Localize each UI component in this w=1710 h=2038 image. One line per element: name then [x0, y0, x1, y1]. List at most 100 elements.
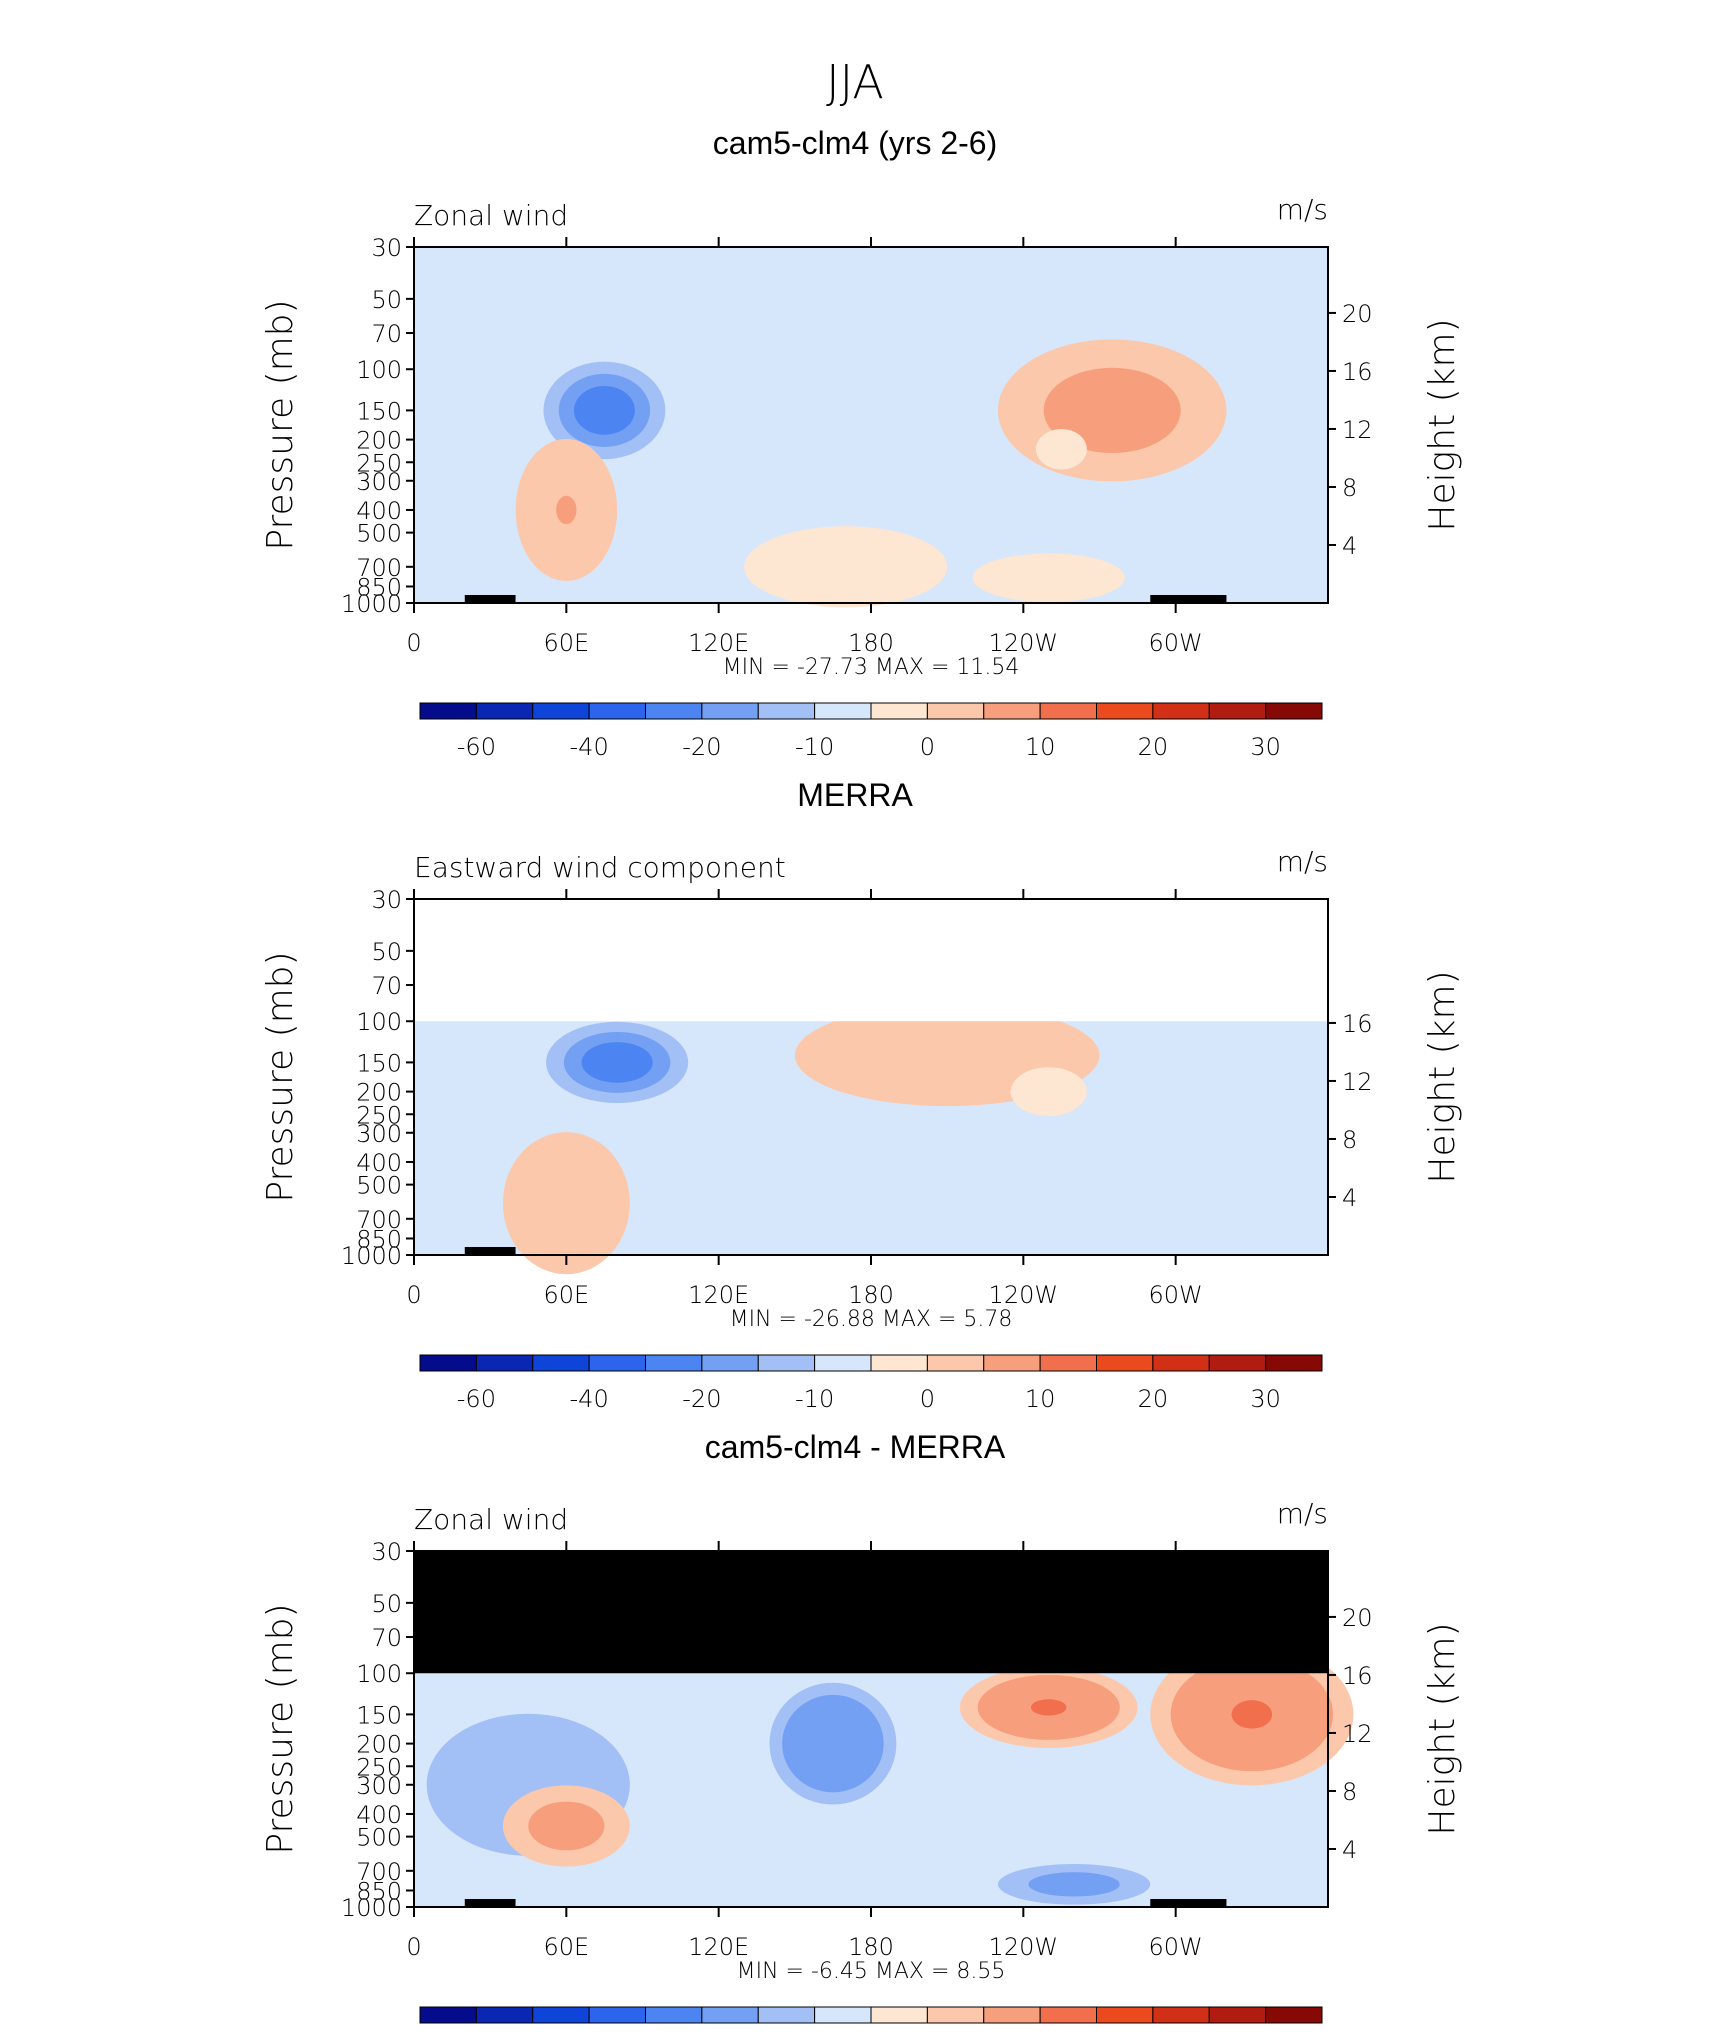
y-tick-label: 150 — [356, 397, 402, 425]
x-tick-label: 180 — [848, 629, 894, 657]
colorbar-swatch — [1096, 1354, 1154, 1372]
right-tick-label: 4 — [1342, 532, 1357, 560]
y-tick-label: 1000 — [341, 1894, 402, 1922]
colorbar-label: 10 — [1025, 1385, 1056, 1413]
y-tick-label: 500 — [356, 1824, 402, 1852]
y-axis-label: Pressure (mb) — [260, 951, 301, 1202]
colorbar-label: -60 — [457, 1385, 496, 1413]
right-tick-label: 8 — [1342, 1126, 1357, 1154]
stats-label: MIN = -6.45 MAX = 8.55 — [737, 1959, 1006, 1984]
contour-band — [825, 558, 866, 575]
y-axis-label-right: Height (km) — [1422, 1622, 1463, 1835]
colorbar-swatch — [645, 1354, 703, 1372]
contour-band — [1089, 396, 1136, 425]
colorbar-swatch — [926, 2006, 985, 2024]
y-tick-label: 400 — [356, 497, 402, 525]
y-tick-label: 30 — [371, 234, 402, 262]
colorbar-label: -10 — [795, 1385, 834, 1413]
y-tick-label: 70 — [371, 972, 402, 1000]
left-label: Eastward wind component — [414, 851, 786, 884]
colorbar-label: 0 — [920, 1385, 935, 1413]
colorbar-label: -40 — [570, 1385, 609, 1413]
y-tick-label: 400 — [356, 1149, 402, 1177]
colorbar-swatch — [475, 2006, 534, 2024]
colorbar-swatch — [701, 2006, 759, 2024]
right-tick-label: 20 — [1342, 300, 1373, 328]
colorbar-swatch — [1265, 2006, 1323, 2024]
colorbar-swatch — [701, 702, 759, 720]
contour-band — [1231, 1700, 1273, 1729]
x-tick-label: 120W — [989, 1933, 1059, 1961]
colorbar-swatch — [475, 1354, 534, 1372]
y-tick-label: 50 — [371, 938, 402, 966]
colorbar-label: 10 — [1025, 733, 1056, 761]
y-tick-label: 300 — [356, 1120, 402, 1148]
panel-title: cam5-clm4 (yrs 2-6) — [713, 125, 997, 161]
colorbar-swatch — [870, 702, 928, 720]
y-tick-label: 150 — [356, 1049, 402, 1077]
colorbar-swatch — [645, 702, 703, 720]
y-tick-label: 200 — [356, 1079, 402, 1107]
topography — [1150, 1899, 1227, 1907]
colorbar-swatch — [419, 1354, 477, 1372]
right-tick-label: 16 — [1342, 1010, 1373, 1038]
colorbar-swatch — [814, 702, 872, 720]
colorbar-swatch — [645, 2006, 703, 2024]
colorbar-swatch — [1208, 702, 1267, 720]
y-tick-label: 1000 — [341, 590, 402, 618]
contour-band — [589, 398, 620, 423]
colorbar-swatch — [983, 2006, 1041, 2024]
x-tick-label: 60E — [543, 1281, 589, 1309]
colorbar-label: -40 — [570, 733, 609, 761]
y-tick-label: 30 — [371, 1538, 402, 1566]
colorbar-swatch — [588, 702, 646, 720]
panel-title: cam5-clm4 - MERRA — [705, 1429, 1006, 1465]
x-tick-label: 120W — [989, 1281, 1059, 1309]
right-tick-label: 16 — [1342, 1662, 1373, 1690]
x-tick-label: 0 — [406, 1933, 421, 1961]
panel-title: MERRA — [797, 777, 913, 813]
y-tick-label: 500 — [356, 1172, 402, 1200]
x-tick-label: 180 — [848, 1933, 894, 1961]
y-tick-label: 850 — [356, 574, 402, 602]
colorbar-swatch — [814, 2006, 872, 2024]
y-tick-label: 1000 — [341, 1242, 402, 1270]
colorbar-swatch — [1208, 2006, 1267, 2024]
x-tick-label: 60W — [1149, 1933, 1203, 1961]
contour-band — [1058, 1880, 1090, 1889]
x-tick-label: 120E — [688, 1933, 749, 1961]
x-tick-label: 120E — [688, 1281, 749, 1309]
colorbar-swatch — [532, 702, 590, 720]
colorbar-label: 30 — [1250, 733, 1281, 761]
colorbar-swatch — [814, 1354, 872, 1372]
colorbar-swatch — [926, 1354, 985, 1372]
field — [414, 247, 1328, 608]
colorbar-label: 20 — [1138, 733, 1169, 761]
units-label: m/s — [1277, 193, 1328, 226]
colorbar-swatch — [1039, 1354, 1097, 1372]
contour-band — [599, 1052, 635, 1073]
y-tick-label: 850 — [356, 1226, 402, 1254]
right-tick-label: 8 — [1342, 474, 1357, 502]
figure-title: JJA — [826, 55, 884, 109]
colorbar-swatch — [1152, 2006, 1210, 2024]
x-tick-label: 60E — [543, 629, 589, 657]
topography — [464, 1247, 516, 1255]
right-tick-label: 4 — [1342, 1184, 1357, 1212]
y-axis-label-right: Height (km) — [1422, 970, 1463, 1183]
colorbar-swatch — [701, 1354, 759, 1372]
y-tick-label: 100 — [356, 1008, 402, 1036]
colorbar-swatch — [983, 702, 1041, 720]
colorbar-label: -10 — [795, 733, 834, 761]
y-tick-label: 400 — [356, 1801, 402, 1829]
contour-band — [553, 1817, 580, 1835]
colorbar-label: -20 — [682, 1385, 721, 1413]
left-label: Zonal wind — [414, 199, 568, 232]
y-tick-label: 500 — [356, 520, 402, 548]
contour-band — [1056, 445, 1067, 454]
colorbar-swatch — [757, 1354, 816, 1372]
topography — [464, 1899, 516, 1907]
units-label: m/s — [1277, 845, 1328, 878]
